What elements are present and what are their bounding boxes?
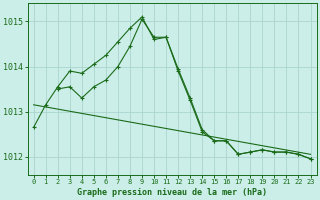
X-axis label: Graphe pression niveau de la mer (hPa): Graphe pression niveau de la mer (hPa) [77,188,267,197]
